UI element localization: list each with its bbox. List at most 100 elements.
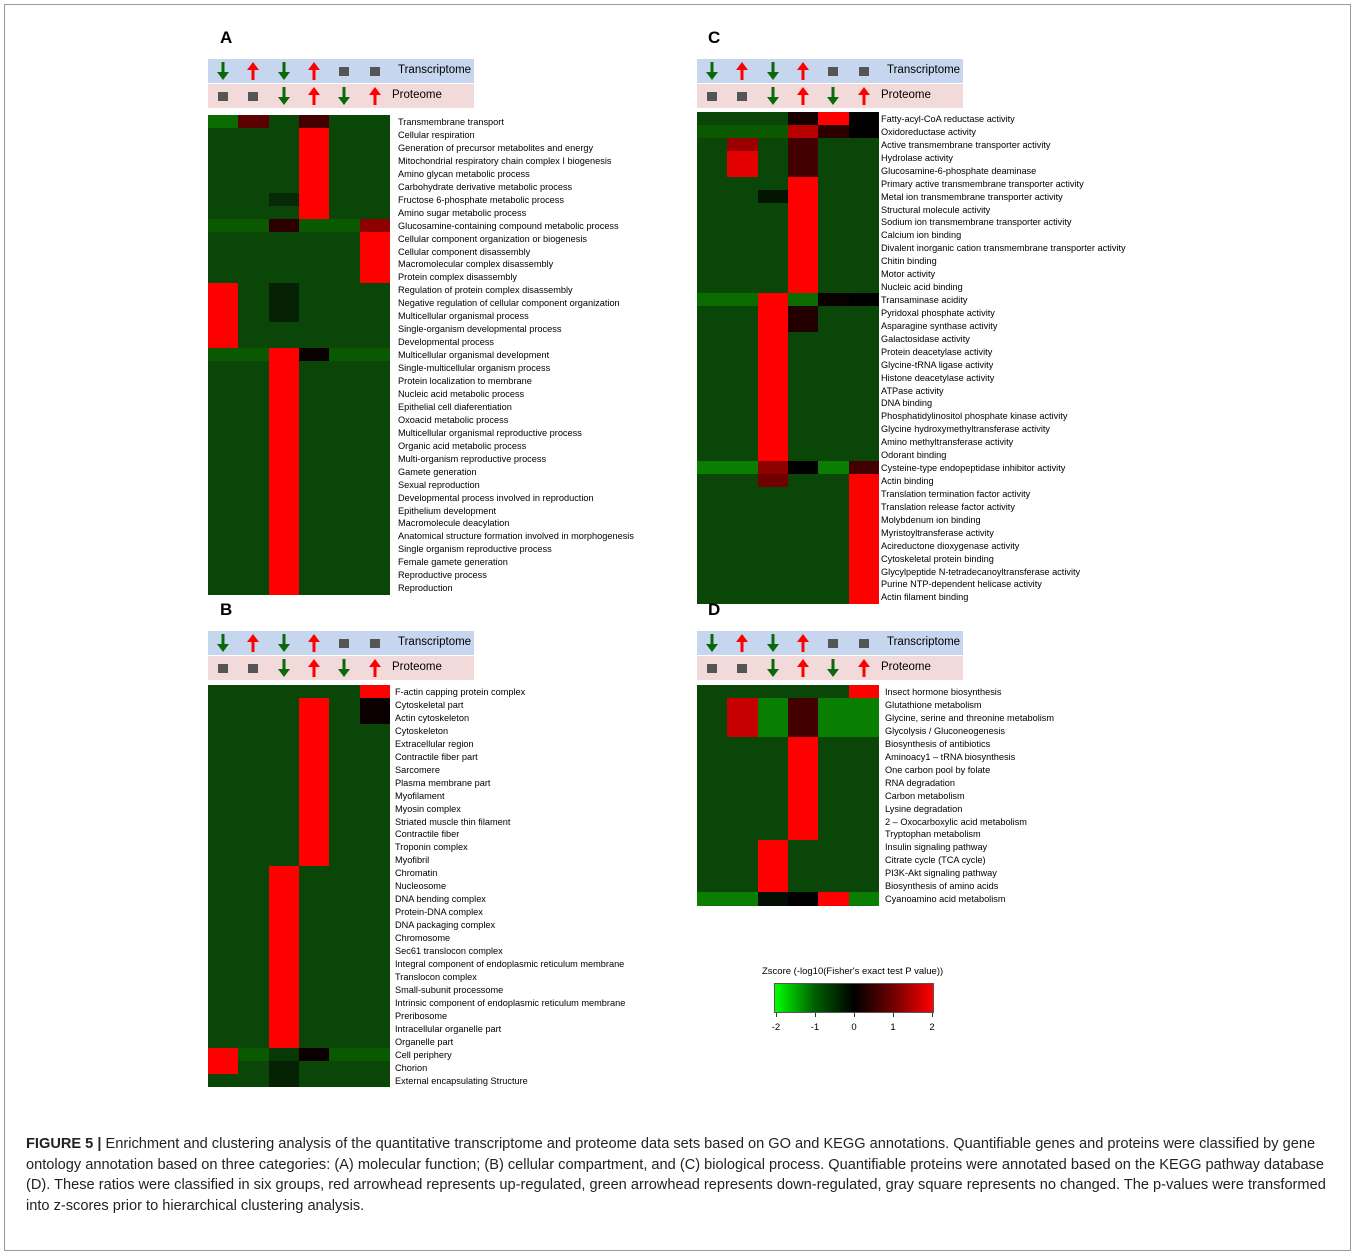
- heatmap-cell: [359, 153, 391, 168]
- heatmap-cell: [818, 331, 850, 346]
- heatmap-cell: [238, 568, 270, 582]
- heatmap-cell: [727, 866, 759, 880]
- heatmap-cell: [757, 254, 789, 268]
- row-label: Chromatin: [395, 868, 438, 879]
- row-label: PI3K-Akt signaling pathway: [885, 868, 997, 879]
- row-label: Metal ion transmembrane transporter acti…: [881, 191, 1063, 202]
- heatmap-cell: [329, 788, 361, 803]
- heatmap-cell: [238, 166, 270, 181]
- heatmap-cell: [298, 335, 330, 349]
- heatmap-cell: [818, 357, 850, 372]
- heatmap-cell: [298, 438, 330, 453]
- heatmap-cell: [359, 1060, 391, 1075]
- heatmap-cell: [359, 879, 391, 893]
- heatmap-cell: [298, 814, 330, 829]
- heatmap-cell: [298, 905, 330, 919]
- heatmap-cell: [359, 1073, 391, 1088]
- heatmap-cell: [329, 568, 361, 582]
- heatmap-cell: [298, 218, 330, 233]
- heatmap-cell: [329, 1060, 361, 1075]
- heatmap-cell: [208, 231, 239, 246]
- heatmap-cell: [298, 283, 330, 297]
- heatmap-cell: [238, 918, 270, 932]
- row-label: Active transmembrane transporter activit…: [881, 139, 1051, 150]
- heatmap-cell: [697, 344, 728, 359]
- heatmap-cell: [329, 749, 361, 764]
- heatmap-cell: [268, 322, 300, 336]
- heatmap-cell: [848, 525, 880, 540]
- heatmap-cell: [727, 202, 759, 217]
- heatmap-cell: [727, 331, 759, 346]
- row-label: Transmembrane transport: [398, 117, 504, 127]
- heatmap-cell: [727, 448, 759, 462]
- heatmap-cell: [298, 555, 330, 569]
- heatmap-cell: [238, 944, 270, 958]
- heatmap-cell: [298, 231, 330, 246]
- heatmap-cell: [238, 192, 270, 207]
- heatmap-cell: [697, 370, 728, 385]
- down-arrow-icon: [826, 87, 840, 105]
- heatmap-cell: [848, 879, 880, 893]
- heatmap-cell: [757, 538, 789, 553]
- heatmap-cell: [268, 335, 300, 349]
- heatmap-cell: [329, 374, 361, 388]
- heatmap-cell: [818, 461, 850, 475]
- heatmap-cell: [268, 490, 300, 505]
- heatmap-cell: [268, 788, 300, 803]
- heatmap-cell: [359, 166, 391, 181]
- heatmap-cell: [329, 529, 361, 543]
- heatmap-cell: [208, 399, 239, 414]
- heatmap-cell: [757, 241, 789, 255]
- heatmap-cell: [757, 840, 789, 854]
- heatmap-cell: [757, 448, 789, 462]
- heatmap-cell: [238, 827, 270, 841]
- heatmap-cell: [727, 396, 759, 410]
- heatmap-cell: [208, 814, 239, 829]
- heatmap-cell: [697, 461, 728, 475]
- heatmap-cell: [757, 383, 789, 398]
- heatmap-cell: [757, 814, 789, 829]
- heatmap-cell: [787, 435, 819, 449]
- heatmap-cell: [697, 762, 728, 777]
- heatmap-cell: [268, 827, 300, 841]
- row-label: Carbon metabolism: [885, 790, 965, 801]
- heatmap-cell: [727, 723, 759, 738]
- heatmap-cell: [727, 267, 759, 281]
- heatmap-cell: [359, 775, 391, 790]
- heatmap-cell: [818, 474, 850, 488]
- heatmap-cell: [238, 257, 270, 271]
- heatmap-cell: [329, 425, 361, 440]
- heatmap-cell: [757, 344, 789, 359]
- heatmap-cell: [848, 512, 880, 527]
- heatmap-cell: [329, 866, 361, 880]
- heatmap-cell: [238, 153, 270, 168]
- heatmap-cell: [697, 202, 728, 217]
- heatmap-cell: [727, 215, 759, 229]
- heatmap-cell: [298, 879, 330, 893]
- heatmap-cell: [848, 215, 880, 229]
- heatmap-cell: [329, 309, 361, 323]
- heatmap-cell: [697, 853, 728, 867]
- heatmap-cell: [238, 956, 270, 971]
- heatmap-cell: [208, 866, 239, 880]
- heatmap-cell: [848, 254, 880, 268]
- heatmap-cell: [818, 512, 850, 527]
- heatmap-cell: [298, 762, 330, 777]
- heatmap-cell: [757, 357, 789, 372]
- heatmap-cell: [818, 685, 850, 699]
- heatmap-cell: [298, 127, 330, 142]
- heatmap-cell: [329, 736, 361, 751]
- heatmap-cell: [208, 918, 239, 932]
- heatmap-cell: [329, 490, 361, 505]
- row-label: Glycolysis / Gluconeogenesis: [885, 725, 1006, 736]
- heatmap-cell: [268, 969, 300, 984]
- proteome-header: Proteome: [697, 84, 963, 108]
- heatmap-cell: [268, 931, 300, 945]
- heatmap-cell: [787, 814, 819, 829]
- heatmap-cell: [329, 296, 361, 310]
- heatmap-cell: [268, 179, 300, 194]
- heatmap-cell: [208, 581, 239, 595]
- heatmap-cell: [329, 348, 361, 362]
- up-arrow-icon: [307, 87, 321, 105]
- row-label: Organelle part: [395, 1036, 454, 1047]
